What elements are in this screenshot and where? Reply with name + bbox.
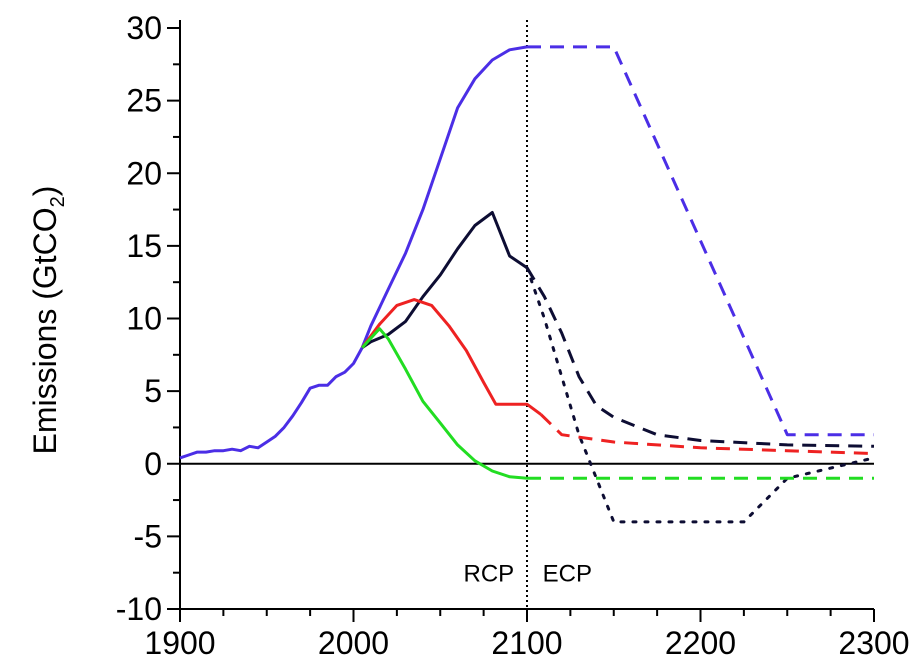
y-axis-title-suffix: ) — [27, 186, 63, 197]
series-line-8 — [361, 327, 528, 480]
y-tick-label-0: -10 — [116, 591, 162, 627]
x-tick-label-2: 2100 — [491, 625, 562, 661]
y-tick-label-2: 0 — [144, 446, 162, 482]
y-tick-label-8: 30 — [126, 10, 162, 46]
y-axis-title-main: Emissions (GtCO — [27, 207, 63, 454]
series-line-7 — [539, 413, 875, 456]
y-axis-title: Emissions (GtCO2) — [27, 186, 69, 455]
series-line-2 — [527, 45, 874, 437]
x-tick-label-4: 2300 — [838, 625, 909, 661]
series-line-4 — [525, 266, 875, 448]
y-tick-label-1: -5 — [134, 518, 162, 554]
x-tick-label-1: 2000 — [318, 625, 389, 661]
y-tick-label-4: 10 — [126, 301, 162, 337]
series-line-0 — [179, 346, 364, 460]
axes — [179, 20, 874, 610]
y-tick-label-6: 20 — [126, 155, 162, 191]
y-axis-title-subscript: 2 — [47, 196, 69, 207]
ticks: -10 -5 0 5 10 15 20 25 30 1900 2000 2100 2200 2300 — [116, 10, 910, 661]
y-tick-label-5: 15 — [126, 228, 162, 264]
x-tick-label-0: 1900 — [144, 625, 215, 661]
y-tick-label-3: 5 — [144, 373, 162, 409]
annotation-rcp: RCP — [463, 560, 514, 587]
annotation-ecp: ECP — [543, 560, 592, 587]
series-line-1 — [360, 45, 528, 349]
series-line-6 — [360, 298, 542, 416]
x-tick-label-3: 2200 — [665, 625, 736, 661]
series-line-3 — [361, 211, 528, 349]
y-tick-label-7: 25 — [126, 83, 162, 119]
series-lines — [179, 45, 876, 524]
series-line-5 — [525, 266, 876, 524]
